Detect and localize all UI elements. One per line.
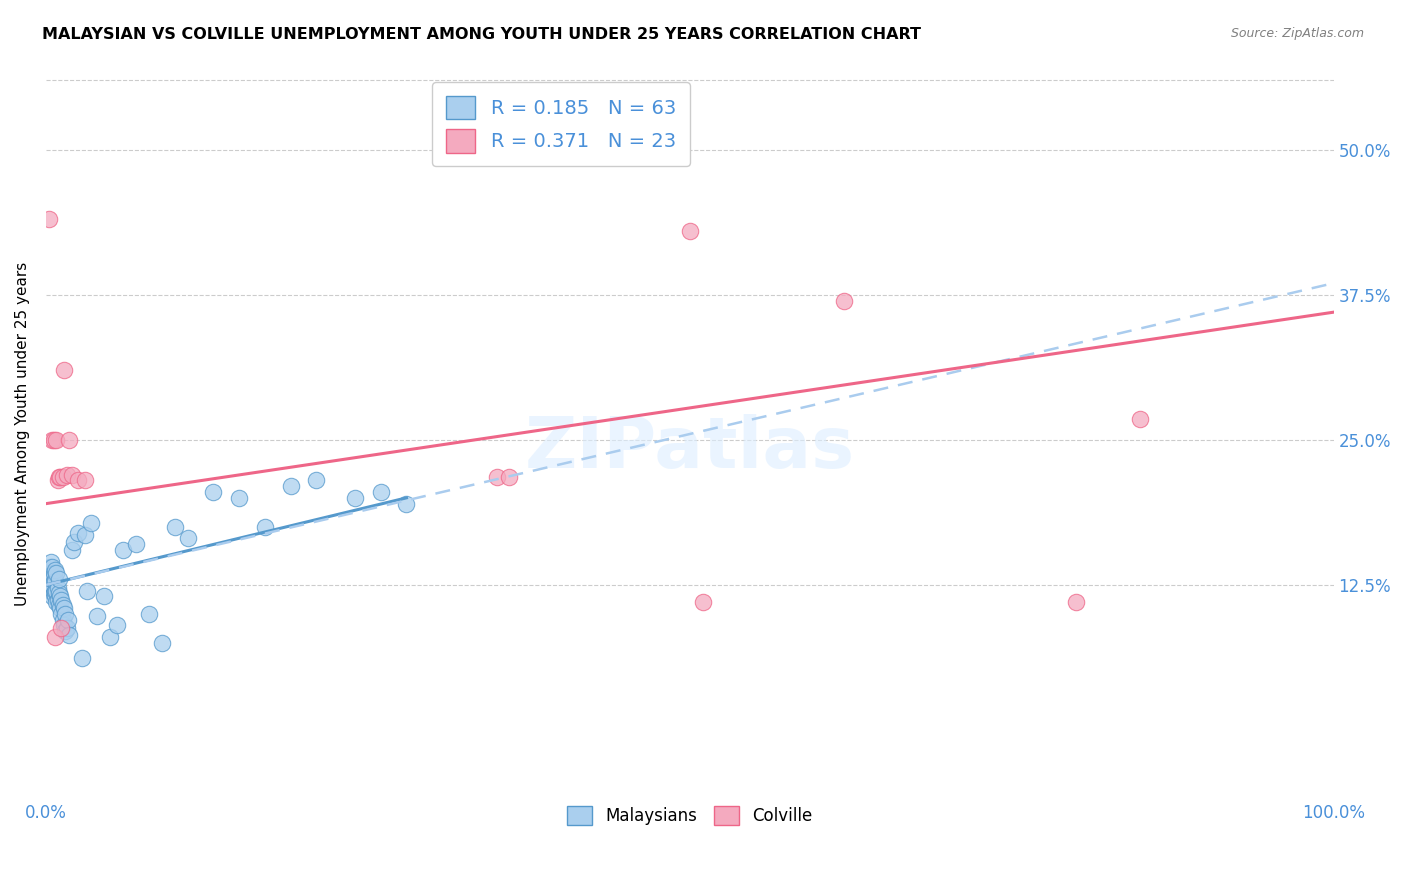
Point — [98, 630, 121, 644]
Point — [228, 491, 250, 505]
Point — [44, 630, 66, 644]
Y-axis label: Unemployment Among Youth under 25 years: Unemployment Among Youth under 25 years — [15, 262, 30, 607]
Point — [70, 651, 93, 665]
Point — [38, 560, 60, 574]
Point — [395, 497, 418, 511]
Point — [93, 590, 115, 604]
Point — [53, 601, 76, 615]
Point — [692, 595, 714, 609]
Point — [370, 485, 392, 500]
Point — [163, 520, 186, 534]
Point — [51, 607, 73, 621]
Point — [58, 433, 80, 447]
Point — [41, 578, 63, 592]
Point — [280, 479, 302, 493]
Point — [46, 582, 69, 596]
Point — [150, 636, 173, 650]
Point — [44, 563, 66, 577]
Point — [44, 574, 66, 589]
Text: Source: ZipAtlas.com: Source: ZipAtlas.com — [1230, 27, 1364, 40]
Point — [42, 586, 65, 600]
Point — [49, 601, 72, 615]
Point — [45, 595, 67, 609]
Point — [55, 467, 77, 482]
Point — [48, 586, 70, 600]
Point — [832, 293, 855, 308]
Point — [42, 433, 65, 447]
Point — [46, 593, 69, 607]
Point — [53, 363, 76, 377]
Point — [105, 618, 128, 632]
Point — [138, 607, 160, 621]
Point — [41, 433, 63, 447]
Point — [49, 470, 72, 484]
Point — [86, 609, 108, 624]
Point — [38, 566, 60, 581]
Point — [46, 474, 69, 488]
Point — [39, 555, 62, 569]
Point — [67, 474, 90, 488]
Text: ZIPatlas: ZIPatlas — [524, 414, 855, 483]
Point — [41, 590, 63, 604]
Point — [80, 516, 103, 531]
Point — [55, 621, 77, 635]
Point — [52, 613, 75, 627]
Point — [53, 624, 76, 639]
Point — [63, 535, 86, 549]
Point — [112, 543, 135, 558]
Point — [44, 590, 66, 604]
Point — [53, 618, 76, 632]
Point — [49, 590, 72, 604]
Point — [76, 583, 98, 598]
Point — [1129, 412, 1152, 426]
Point — [53, 607, 76, 621]
Point — [51, 593, 73, 607]
Point — [48, 572, 70, 586]
Point — [52, 470, 75, 484]
Point — [45, 433, 67, 447]
Point — [73, 474, 96, 488]
Point — [1064, 595, 1087, 609]
Point — [202, 485, 225, 500]
Point — [176, 532, 198, 546]
Point — [42, 574, 65, 589]
Point — [42, 566, 65, 581]
Legend: Malaysians, Colville: Malaysians, Colville — [557, 797, 823, 835]
Point — [39, 578, 62, 592]
Point — [343, 491, 366, 505]
Point — [498, 470, 520, 484]
Point — [51, 621, 73, 635]
Point — [125, 537, 148, 551]
Point — [48, 470, 70, 484]
Point — [485, 470, 508, 484]
Point — [48, 598, 70, 612]
Point — [60, 543, 83, 558]
Point — [679, 224, 702, 238]
Point — [41, 572, 63, 586]
Point — [41, 560, 63, 574]
Point — [39, 583, 62, 598]
Point — [44, 583, 66, 598]
Point — [38, 572, 60, 586]
Point — [60, 467, 83, 482]
Point — [38, 212, 60, 227]
Point — [253, 520, 276, 534]
Text: MALAYSIAN VS COLVILLE UNEMPLOYMENT AMONG YOUTH UNDER 25 YEARS CORRELATION CHART: MALAYSIAN VS COLVILLE UNEMPLOYMENT AMONG… — [42, 27, 921, 42]
Point — [305, 474, 328, 488]
Point — [56, 613, 79, 627]
Point — [73, 528, 96, 542]
Point — [45, 583, 67, 598]
Point — [52, 598, 75, 612]
Point — [67, 525, 90, 540]
Point — [58, 628, 80, 642]
Point — [45, 566, 67, 581]
